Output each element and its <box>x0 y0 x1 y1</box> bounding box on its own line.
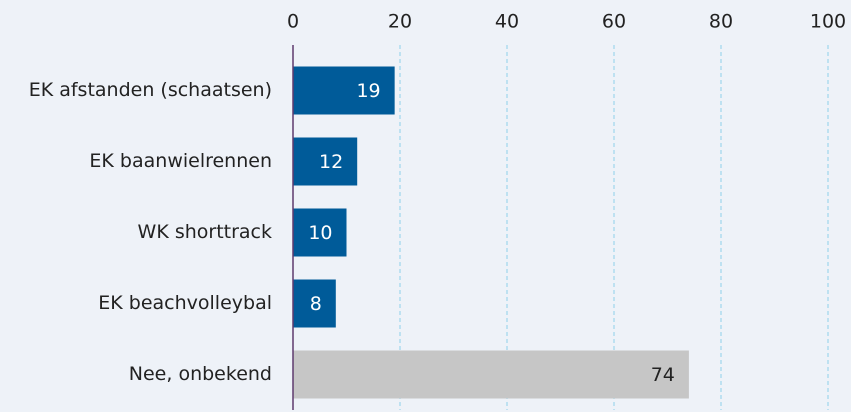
bar <box>293 66 395 115</box>
bar <box>293 137 358 186</box>
x-tick-label: 100 <box>810 11 846 33</box>
value-label: 74 <box>651 364 675 386</box>
y-tick-label: EK baanwielrennen <box>89 150 272 172</box>
value-label: 8 <box>310 293 322 315</box>
bar <box>293 208 347 257</box>
x-tick-label: 60 <box>602 11 626 33</box>
y-tick-label: EK afstanden (schaatsen) <box>29 79 272 101</box>
x-tick-label: 40 <box>495 11 519 33</box>
value-label: 19 <box>356 80 380 102</box>
x-tick-label: 20 <box>388 11 412 33</box>
x-tick-label: 0 <box>287 11 299 33</box>
y-tick-label: EK beachvolleybal <box>98 292 272 314</box>
value-label: 10 <box>308 222 332 244</box>
x-tick-label: 80 <box>709 11 733 33</box>
bar <box>293 279 336 328</box>
y-tick-label: WK shorttrack <box>138 221 272 243</box>
bar <box>293 350 689 399</box>
y-tick-label: Nee, onbekend <box>129 363 272 385</box>
value-label: 12 <box>319 151 343 173</box>
